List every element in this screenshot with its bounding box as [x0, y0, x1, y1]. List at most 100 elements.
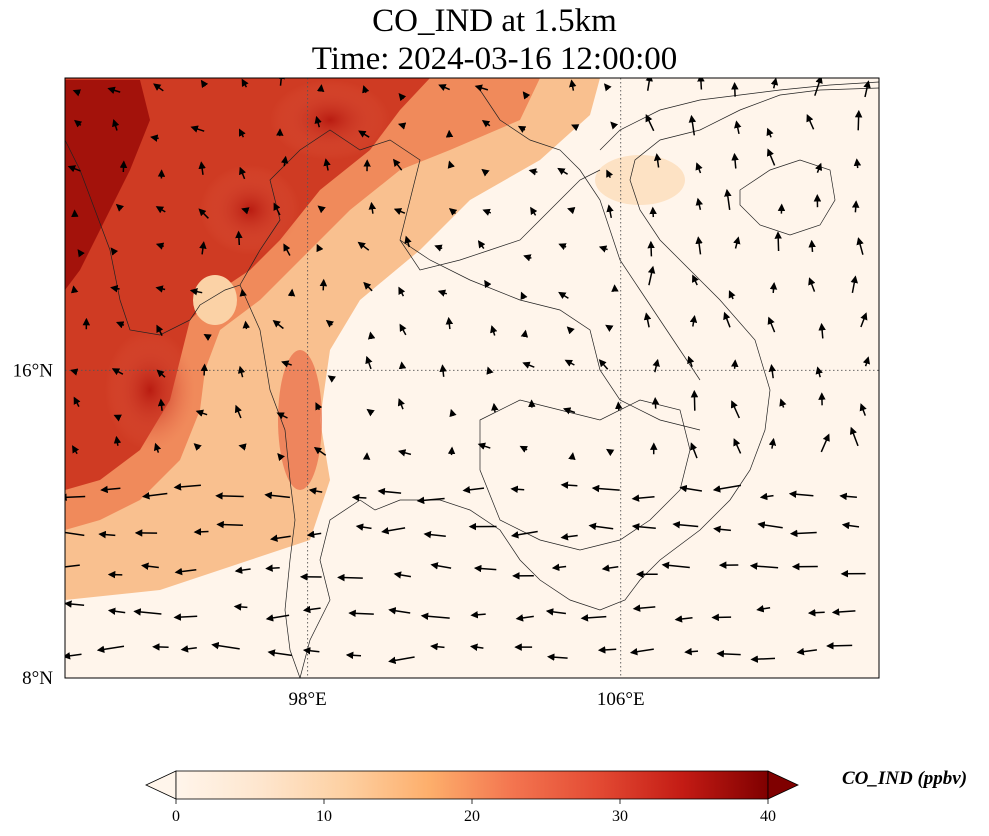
wind-arrow	[110, 247, 119, 256]
wind-arrow	[523, 254, 532, 262]
wind-arrow	[647, 240, 655, 257]
wind-arrow	[315, 402, 323, 411]
wind-arrow	[337, 573, 363, 582]
wind-arrow	[150, 134, 159, 142]
wind-arrow	[173, 613, 198, 621]
wind-arrow	[564, 359, 575, 367]
wind-arrow	[306, 530, 322, 539]
wind-arrow	[96, 645, 125, 653]
co-light-patch-east	[595, 155, 685, 205]
wind-arrow	[449, 408, 457, 418]
wind-arrow	[766, 127, 774, 138]
wind-arrow	[571, 124, 580, 132]
wind-arrow	[388, 607, 411, 615]
map-area	[65, 78, 879, 678]
wind-arrow	[841, 521, 860, 530]
coastline-hainan	[739, 159, 836, 236]
wind-arrow	[474, 84, 489, 92]
wind-arrow	[588, 522, 614, 531]
lon-tick-label: 106°E	[597, 689, 645, 710]
wind-arrow	[72, 89, 82, 97]
wind-arrow	[430, 642, 445, 651]
wind-arrow	[439, 364, 447, 377]
wind-arrow	[281, 360, 292, 368]
wind-arrow	[712, 484, 742, 493]
wind-arrow	[674, 615, 693, 623]
coastlines-and-borders	[65, 81, 879, 678]
wind-arrow	[757, 521, 783, 529]
wind-arrow	[515, 614, 534, 622]
wind-arrow	[522, 361, 535, 369]
wind-arrow	[77, 249, 85, 258]
wind-arrow	[362, 85, 370, 94]
wind-arrow	[388, 656, 415, 665]
wind-arrow	[558, 243, 567, 251]
wind-arrow	[522, 91, 531, 100]
wind-arrow	[241, 78, 249, 88]
wind-arrow	[65, 652, 82, 660]
wind-arrow	[174, 567, 197, 576]
wind-arrow	[355, 523, 372, 531]
wind-arrow	[110, 284, 120, 293]
wind-arrow	[557, 167, 568, 176]
wind-arrow	[806, 114, 815, 130]
wind-arrow	[199, 241, 207, 255]
wind-arrow	[287, 288, 296, 297]
wind-arrow	[393, 571, 412, 579]
wind-arrow	[606, 169, 613, 179]
title-line-variable: CO_IND at 1.5km	[372, 3, 617, 39]
wind-arrow	[558, 291, 569, 300]
plot-title: CO_IND at 1.5km Time: 2024-03-16 12:00:0…	[0, 2, 989, 78]
wind-arrow	[98, 530, 116, 539]
wind-vectors	[65, 78, 871, 665]
wind-arrow	[141, 562, 159, 570]
wind-arrow	[815, 162, 823, 173]
wind-arrow	[769, 282, 778, 293]
wind-arrow	[200, 79, 209, 89]
wind-arrow	[470, 643, 484, 651]
wind-arrow	[437, 289, 448, 297]
wind-arrow	[770, 78, 779, 89]
wind-arrow	[749, 562, 779, 570]
border-laos-vietnam	[479, 89, 701, 381]
wind-arrow	[789, 529, 817, 538]
colorbar-tick-label: 30	[612, 808, 628, 825]
wind-arrow	[849, 426, 859, 447]
wind-arrow	[695, 162, 703, 174]
lat-tick-label: 8°N	[22, 668, 53, 689]
wind-arrow	[530, 206, 538, 216]
wind-arrow	[112, 118, 120, 131]
wind-arrow	[153, 442, 162, 453]
coastline-gulf-of-thailand	[299, 87, 879, 678]
wind-arrow	[723, 311, 731, 328]
wind-arrow	[351, 493, 367, 502]
wind-arrow	[477, 240, 486, 250]
wind-arrow	[193, 528, 209, 536]
wind-arrow	[264, 491, 290, 500]
colorbar-extend-high	[767, 770, 799, 800]
wind-arrow	[856, 237, 864, 255]
wind-arrow	[317, 205, 326, 214]
wind-arrow	[731, 359, 739, 369]
wind-arrow	[447, 446, 456, 456]
wind-arrow	[645, 78, 653, 91]
wind-arrow	[392, 158, 403, 171]
wind-arrow	[713, 525, 731, 534]
wind-arrow	[189, 288, 203, 296]
wind-arrow	[510, 485, 525, 494]
wind-arrow	[357, 241, 370, 251]
wind-arrow	[234, 404, 242, 419]
wind-arrow	[697, 78, 705, 90]
wind-arrow	[100, 485, 121, 494]
colorbar-tick-label: 40	[760, 808, 776, 825]
wind-arrow	[653, 153, 662, 168]
wind-arrow	[687, 355, 695, 367]
wind-arrow	[280, 155, 289, 167]
wind-arrow	[730, 400, 740, 419]
wind-arrow	[416, 496, 445, 505]
wind-arrow	[598, 245, 608, 253]
wind-arrow	[661, 561, 690, 570]
wind-arrow	[276, 412, 288, 420]
wind-arrow	[814, 78, 823, 96]
wind-arrow	[756, 605, 771, 613]
